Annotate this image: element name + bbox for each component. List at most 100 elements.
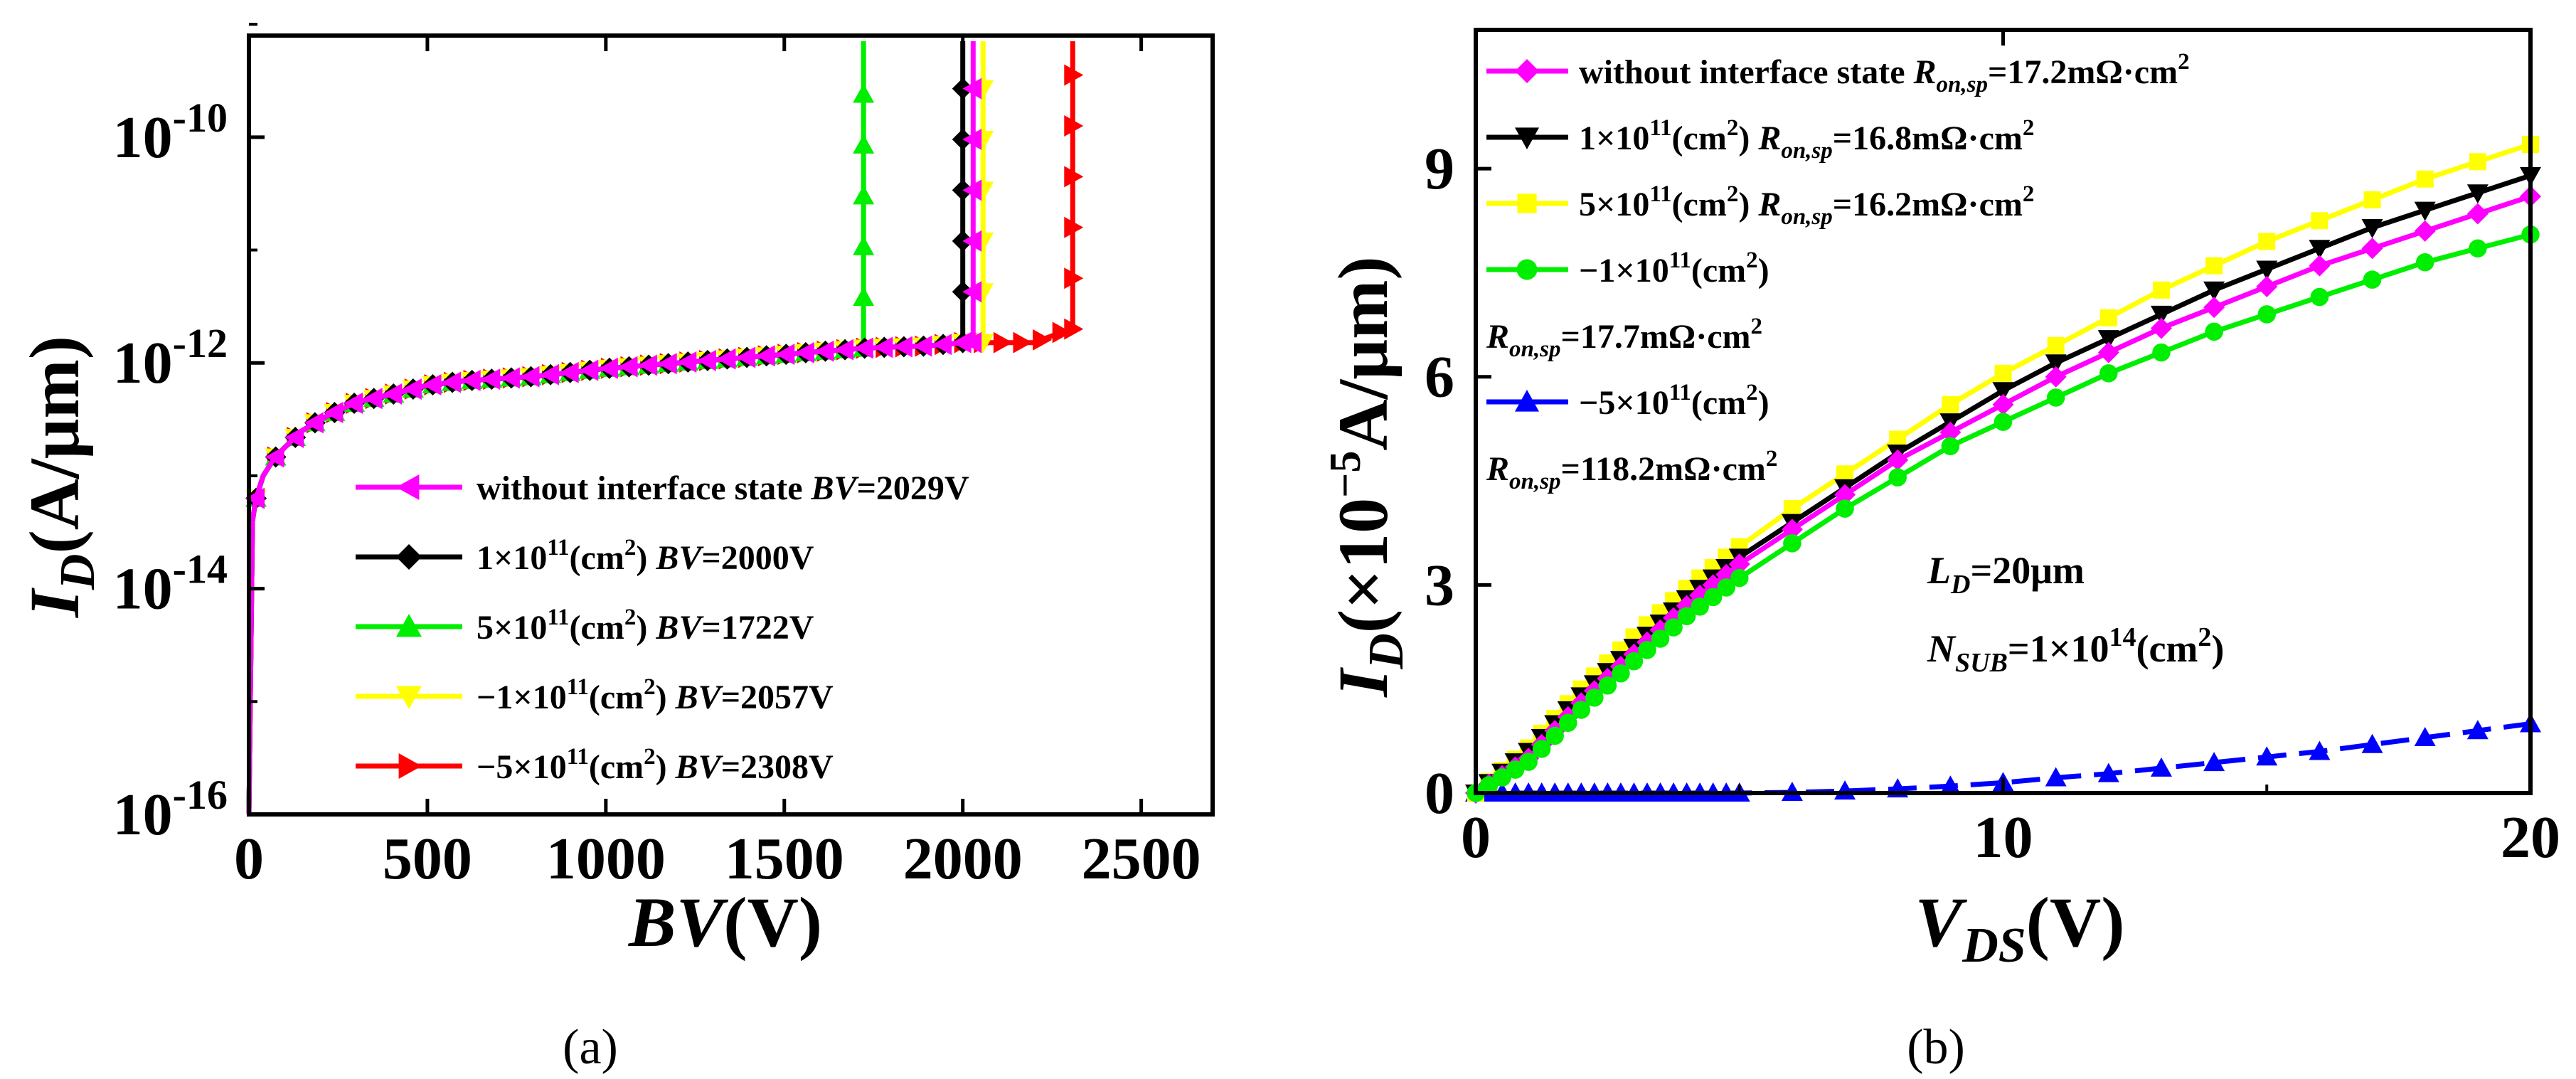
panel-b-x-axis-label: VDS(V) [1915, 883, 2124, 973]
marker-b-4 [2466, 720, 2489, 740]
marker-a-0 [696, 349, 716, 371]
marker-b-2 [2099, 309, 2117, 326]
y-tick-label-a: 10-16 [113, 772, 228, 848]
marker-b-1 [2150, 305, 2172, 325]
marker-a-0 [540, 363, 560, 386]
series-a-0 [245, 41, 982, 815]
y-tick-label-a: 10-10 [113, 95, 228, 171]
marker-b-3 [1506, 760, 1525, 779]
marker-b-0 [1781, 519, 1803, 541]
legend-marker-b [1515, 59, 1539, 83]
legend-label-a: without interface state BV=2029V [477, 469, 969, 507]
marker-b-1 [1992, 382, 2014, 402]
marker-b-4 [2203, 752, 2225, 772]
x-tick-label-b: 20 [2501, 804, 2560, 871]
marker-a-0 [677, 351, 697, 373]
marker-b-1 [2414, 201, 2436, 221]
y-tick-label-a: 10-14 [113, 546, 228, 622]
legend-marker-a [396, 474, 420, 500]
y-tick-label-b: 3 [1425, 552, 1454, 618]
marker-a-2 [853, 235, 875, 255]
marker-b-1 [2097, 330, 2119, 350]
marker-b-3 [1836, 499, 1854, 518]
marker-b-0 [2045, 366, 2067, 388]
marker-b-2 [2416, 170, 2434, 188]
marker-a-4 [1064, 64, 1084, 86]
legend-label-b: without interface state Ron,sp=17.2mΩ·cm… [1579, 49, 2190, 97]
marker-b-3 [1783, 534, 1801, 553]
marker-a-0 [657, 353, 677, 375]
marker-b-3 [1717, 578, 1735, 597]
legend-item-b-3: −1×1011(cm2) [1486, 248, 1769, 289]
legend-item-a-1: 1×1011(cm2) BV=2000V [356, 535, 814, 577]
panel-b-annotations: LD=20μm NSUB=1×1014(cm2) [1927, 549, 2224, 678]
legend-label-a: −1×1011(cm2) BV=2057V [477, 674, 834, 716]
marker-b-3 [1545, 726, 1564, 745]
marker-b-1 [2466, 184, 2489, 204]
panel-b-y-axis-label: ID(×10−5A/μm) [1321, 256, 1414, 697]
legend-label-b: −1×1011(cm2) [1579, 248, 1769, 289]
marker-a-2 [853, 134, 875, 154]
marker-b-2 [2152, 281, 2170, 299]
x-tick-label-a: 1500 [725, 826, 844, 892]
marker-b-4 [2309, 740, 2331, 760]
marker-b-0 [2150, 317, 2172, 339]
legend-marker-a [396, 614, 422, 637]
marker-b-3 [2099, 364, 2118, 383]
y-tick-label-b: 9 [1425, 136, 1454, 202]
marker-a-0 [853, 337, 873, 359]
marker-a-0 [794, 341, 814, 363]
marker-a-4 [1064, 115, 1084, 137]
marker-a-0 [422, 374, 442, 396]
legend-marker-b [1515, 390, 1539, 412]
marker-a-0 [520, 366, 540, 388]
marker-b-2 [2469, 153, 2486, 171]
marker-b-3 [2310, 287, 2329, 307]
marker-a-0 [559, 361, 579, 383]
marker-b-1 [2045, 354, 2067, 374]
marker-b-3 [1651, 629, 1670, 648]
legend-marker-a [396, 544, 422, 570]
marker-a-4 [1064, 318, 1084, 340]
marker-b-3 [1585, 689, 1604, 707]
marker-b-1 [2309, 240, 2331, 260]
marker-b-4 [2361, 733, 2383, 753]
marker-a-0 [579, 359, 599, 381]
marker-b-3 [1664, 618, 1683, 637]
panel-a-chart: 0 500 1000 1500 2000 2500 10-16 10-14 10-12 10-10… [15, 23, 1215, 1075]
marker-a-0 [962, 129, 982, 150]
marker-a-0 [893, 336, 912, 358]
marker-b-0 [1887, 449, 1909, 471]
marker-a-0 [962, 281, 982, 303]
marker-b-4 [1939, 775, 1962, 795]
marker-a-4 [1052, 321, 1072, 344]
marker-b-3 [1730, 568, 1749, 588]
marker-a-0 [598, 357, 618, 379]
y-tick-label-b: 0 [1425, 760, 1454, 826]
legend-item-a-0: without interface state BV=2029V [356, 469, 969, 507]
panel-a-axes: 0 500 1000 1500 2000 2500 10-16 10-14 10-12 10-10 [113, 23, 1215, 892]
legend-item-a-2: 5×1011(cm2) BV=1722V [356, 605, 814, 647]
marker-b-1 [2203, 281, 2225, 301]
marker-a-2 [853, 83, 875, 103]
legend-label-a: 5×1011(cm2) BV=1722V [477, 605, 814, 647]
legend-item-b-5: −5×1011(cm2) [1486, 380, 1769, 422]
marker-a-0 [716, 348, 736, 370]
legend-label-a: 1×1011(cm2) BV=2000V [477, 535, 814, 577]
marker-a-0 [962, 179, 982, 201]
marker-a-0 [638, 354, 658, 376]
x-tick-label-a: 0 [234, 826, 264, 892]
marker-a-2 [853, 185, 875, 205]
marker-a-4 [1013, 331, 1033, 354]
marker-a-0 [500, 367, 520, 389]
marker-a-0 [383, 383, 403, 405]
marker-b-3 [1994, 413, 2013, 431]
marker-b-0 [2414, 220, 2436, 242]
marker-b-3 [1479, 776, 1499, 794]
marker-b-3 [1638, 641, 1656, 659]
marker-a-0 [481, 368, 501, 390]
legend-label-b: 5×1011(cm2) Ron,sp=16.2mΩ·cm2 [1579, 181, 2034, 230]
marker-a-0 [834, 339, 854, 361]
marker-a-0 [363, 388, 383, 410]
x-tick-label-a: 2000 [903, 826, 1023, 892]
